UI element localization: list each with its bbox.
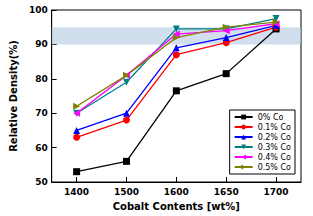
- svg-text:70: 70: [35, 108, 48, 118]
- svg-text:90: 90: [35, 39, 48, 49]
- svg-text:0.5% Co: 0.5% Co: [258, 163, 291, 172]
- svg-text:Relative Density(%): Relative Density(%): [8, 40, 19, 152]
- svg-text:0.4% Co: 0.4% Co: [258, 153, 291, 162]
- svg-text:Cobalt Contents [wt%]: Cobalt Contents [wt%]: [113, 201, 240, 212]
- svg-text:60: 60: [35, 143, 48, 153]
- svg-text:1700: 1700: [264, 187, 289, 197]
- svg-text:50: 50: [35, 177, 48, 187]
- svg-text:80: 80: [35, 74, 48, 84]
- svg-text:1500: 1500: [114, 187, 139, 197]
- svg-text:0.1% Co: 0.1% Co: [258, 123, 291, 132]
- svg-text:1650: 1650: [214, 187, 239, 197]
- svg-text:0.3% Co: 0.3% Co: [258, 143, 291, 152]
- svg-text:100: 100: [29, 5, 48, 15]
- svg-text:1400: 1400: [64, 187, 89, 197]
- svg-text:0.2% Co: 0.2% Co: [258, 133, 291, 142]
- svg-text:1600: 1600: [164, 187, 189, 197]
- svg-text:0% Co: 0% Co: [258, 113, 284, 122]
